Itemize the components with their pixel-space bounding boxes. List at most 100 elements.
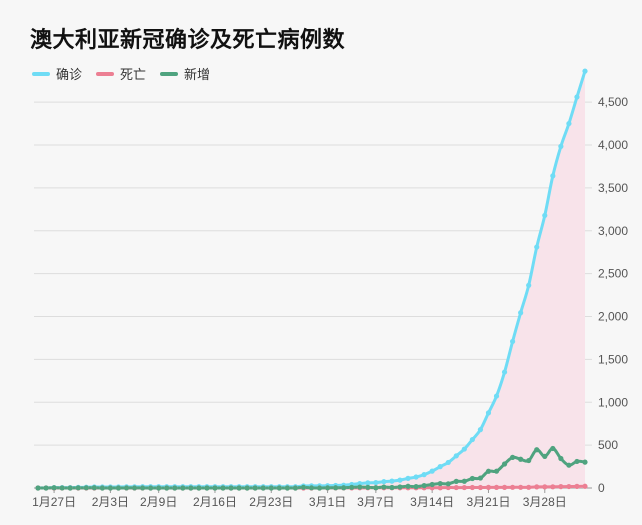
x-tick-label: 2月3日	[92, 495, 129, 509]
series-points	[35, 68, 588, 491]
y-tick-label: 500	[598, 438, 618, 452]
data-point-2-20	[196, 485, 202, 491]
data-point-2-0	[35, 485, 41, 491]
data-point-0-65	[558, 143, 564, 149]
y-tick-label: 1,000	[598, 395, 628, 409]
data-point-2-64	[550, 445, 556, 452]
data-point-2-46	[405, 483, 411, 489]
data-point-1-64	[550, 484, 556, 490]
data-point-2-59	[510, 454, 516, 460]
data-point-2-8	[99, 485, 105, 491]
data-point-1-58	[501, 484, 508, 490]
x-tick-label: 3月7日	[357, 495, 394, 509]
data-point-1-66	[566, 483, 572, 490]
data-point-2-10	[115, 485, 122, 491]
data-point-1-56	[485, 484, 492, 490]
data-point-2-48	[421, 482, 427, 489]
y-tick-label: 3,000	[598, 224, 628, 238]
data-point-2-41	[365, 484, 371, 490]
y-tick-label: 4,000	[598, 138, 628, 152]
data-point-1-53	[461, 484, 467, 491]
data-point-2-51	[445, 481, 451, 487]
data-point-0-51	[445, 459, 451, 466]
data-point-2-56	[485, 468, 492, 474]
data-point-0-54	[469, 436, 475, 443]
legend: 确诊 死亡 新增	[32, 64, 210, 83]
legend-swatch-new	[160, 71, 179, 76]
data-point-2-36	[324, 485, 331, 491]
data-point-2-9	[107, 485, 113, 491]
data-point-0-55	[477, 427, 484, 433]
data-point-0-43	[381, 479, 387, 485]
data-point-2-35	[316, 485, 323, 491]
data-point-0-46	[405, 475, 411, 481]
data-point-2-4	[67, 485, 73, 491]
data-point-0-49	[429, 468, 435, 474]
data-point-1-51	[445, 484, 451, 491]
y-tick-label: 3,500	[598, 181, 628, 195]
data-point-2-34	[308, 485, 315, 491]
y-axis-ticks: 0 500 1,000 1,500 2,000 2,500 3,000 3,500 4,000 4…	[598, 95, 628, 495]
data-point-2-29	[268, 485, 274, 491]
legend-swatch-deaths	[96, 71, 115, 76]
data-point-2-5	[75, 485, 81, 491]
data-point-1-60	[518, 484, 524, 490]
data-point-0-63	[542, 212, 548, 219]
legend-item-new[interactable]: 新增	[160, 64, 210, 83]
x-axis-ticks: 1月27日 2月3日 2月9日 2月16日 2月23日 3月1日 3月7日 3月14日 3月21…	[32, 495, 567, 509]
data-point-2-57	[493, 468, 500, 474]
data-point-0-58	[501, 369, 508, 375]
legend-label-new: 新增	[184, 68, 211, 83]
data-point-1-65	[558, 484, 564, 490]
data-point-1-54	[469, 484, 475, 491]
gridlines	[34, 101, 592, 493]
confirmed-area	[38, 71, 585, 488]
data-point-2-44	[389, 484, 395, 491]
x-tick-label: 2月23日	[249, 495, 293, 509]
data-point-1-67	[574, 483, 580, 489]
data-point-2-31	[284, 485, 290, 491]
data-point-1-52	[453, 484, 459, 491]
data-point-2-60	[518, 456, 524, 462]
legend-item-deaths[interactable]: 死亡	[96, 64, 146, 83]
data-point-0-48	[421, 472, 427, 478]
data-point-2-3	[59, 485, 65, 491]
legend-swatch-confirmed	[32, 71, 50, 76]
data-point-2-58	[501, 461, 508, 467]
data-point-2-16	[164, 485, 170, 491]
y-tick-label: 4,500	[598, 95, 628, 109]
data-point-0-45	[397, 477, 403, 483]
data-point-2-7	[91, 485, 97, 491]
data-point-0-57	[493, 393, 500, 399]
data-point-2-26	[244, 485, 250, 491]
data-point-1-55	[477, 484, 484, 491]
legend-label-deaths: 死亡	[120, 68, 147, 83]
data-point-2-23	[220, 485, 226, 491]
data-point-2-22	[212, 485, 218, 491]
data-point-2-14	[148, 485, 154, 491]
data-point-2-28	[260, 485, 266, 491]
data-point-1-62	[534, 484, 540, 490]
data-point-2-19	[188, 485, 194, 491]
data-point-2-67	[574, 458, 580, 465]
legend-item-confirmed[interactable]: 确诊	[32, 64, 82, 83]
data-point-1-59	[510, 484, 516, 490]
data-point-2-55	[477, 475, 484, 481]
data-point-2-54	[469, 475, 475, 482]
data-point-2-12	[131, 485, 138, 491]
data-point-2-43	[381, 484, 387, 490]
data-point-0-67	[574, 94, 580, 100]
y-tick-label: 0	[598, 481, 605, 495]
legend-label-confirmed: 确诊	[56, 68, 83, 83]
x-tick-label: 3月1日	[309, 495, 346, 509]
data-point-0-61	[526, 282, 532, 288]
data-point-0-68	[582, 68, 588, 74]
data-point-2-30	[276, 485, 282, 491]
data-point-1-68	[582, 483, 588, 489]
series-area-0	[38, 71, 585, 488]
data-point-2-63	[542, 453, 548, 459]
data-point-0-41	[365, 480, 371, 486]
data-point-0-62	[534, 244, 540, 250]
y-tick-label: 1,500	[598, 352, 628, 366]
